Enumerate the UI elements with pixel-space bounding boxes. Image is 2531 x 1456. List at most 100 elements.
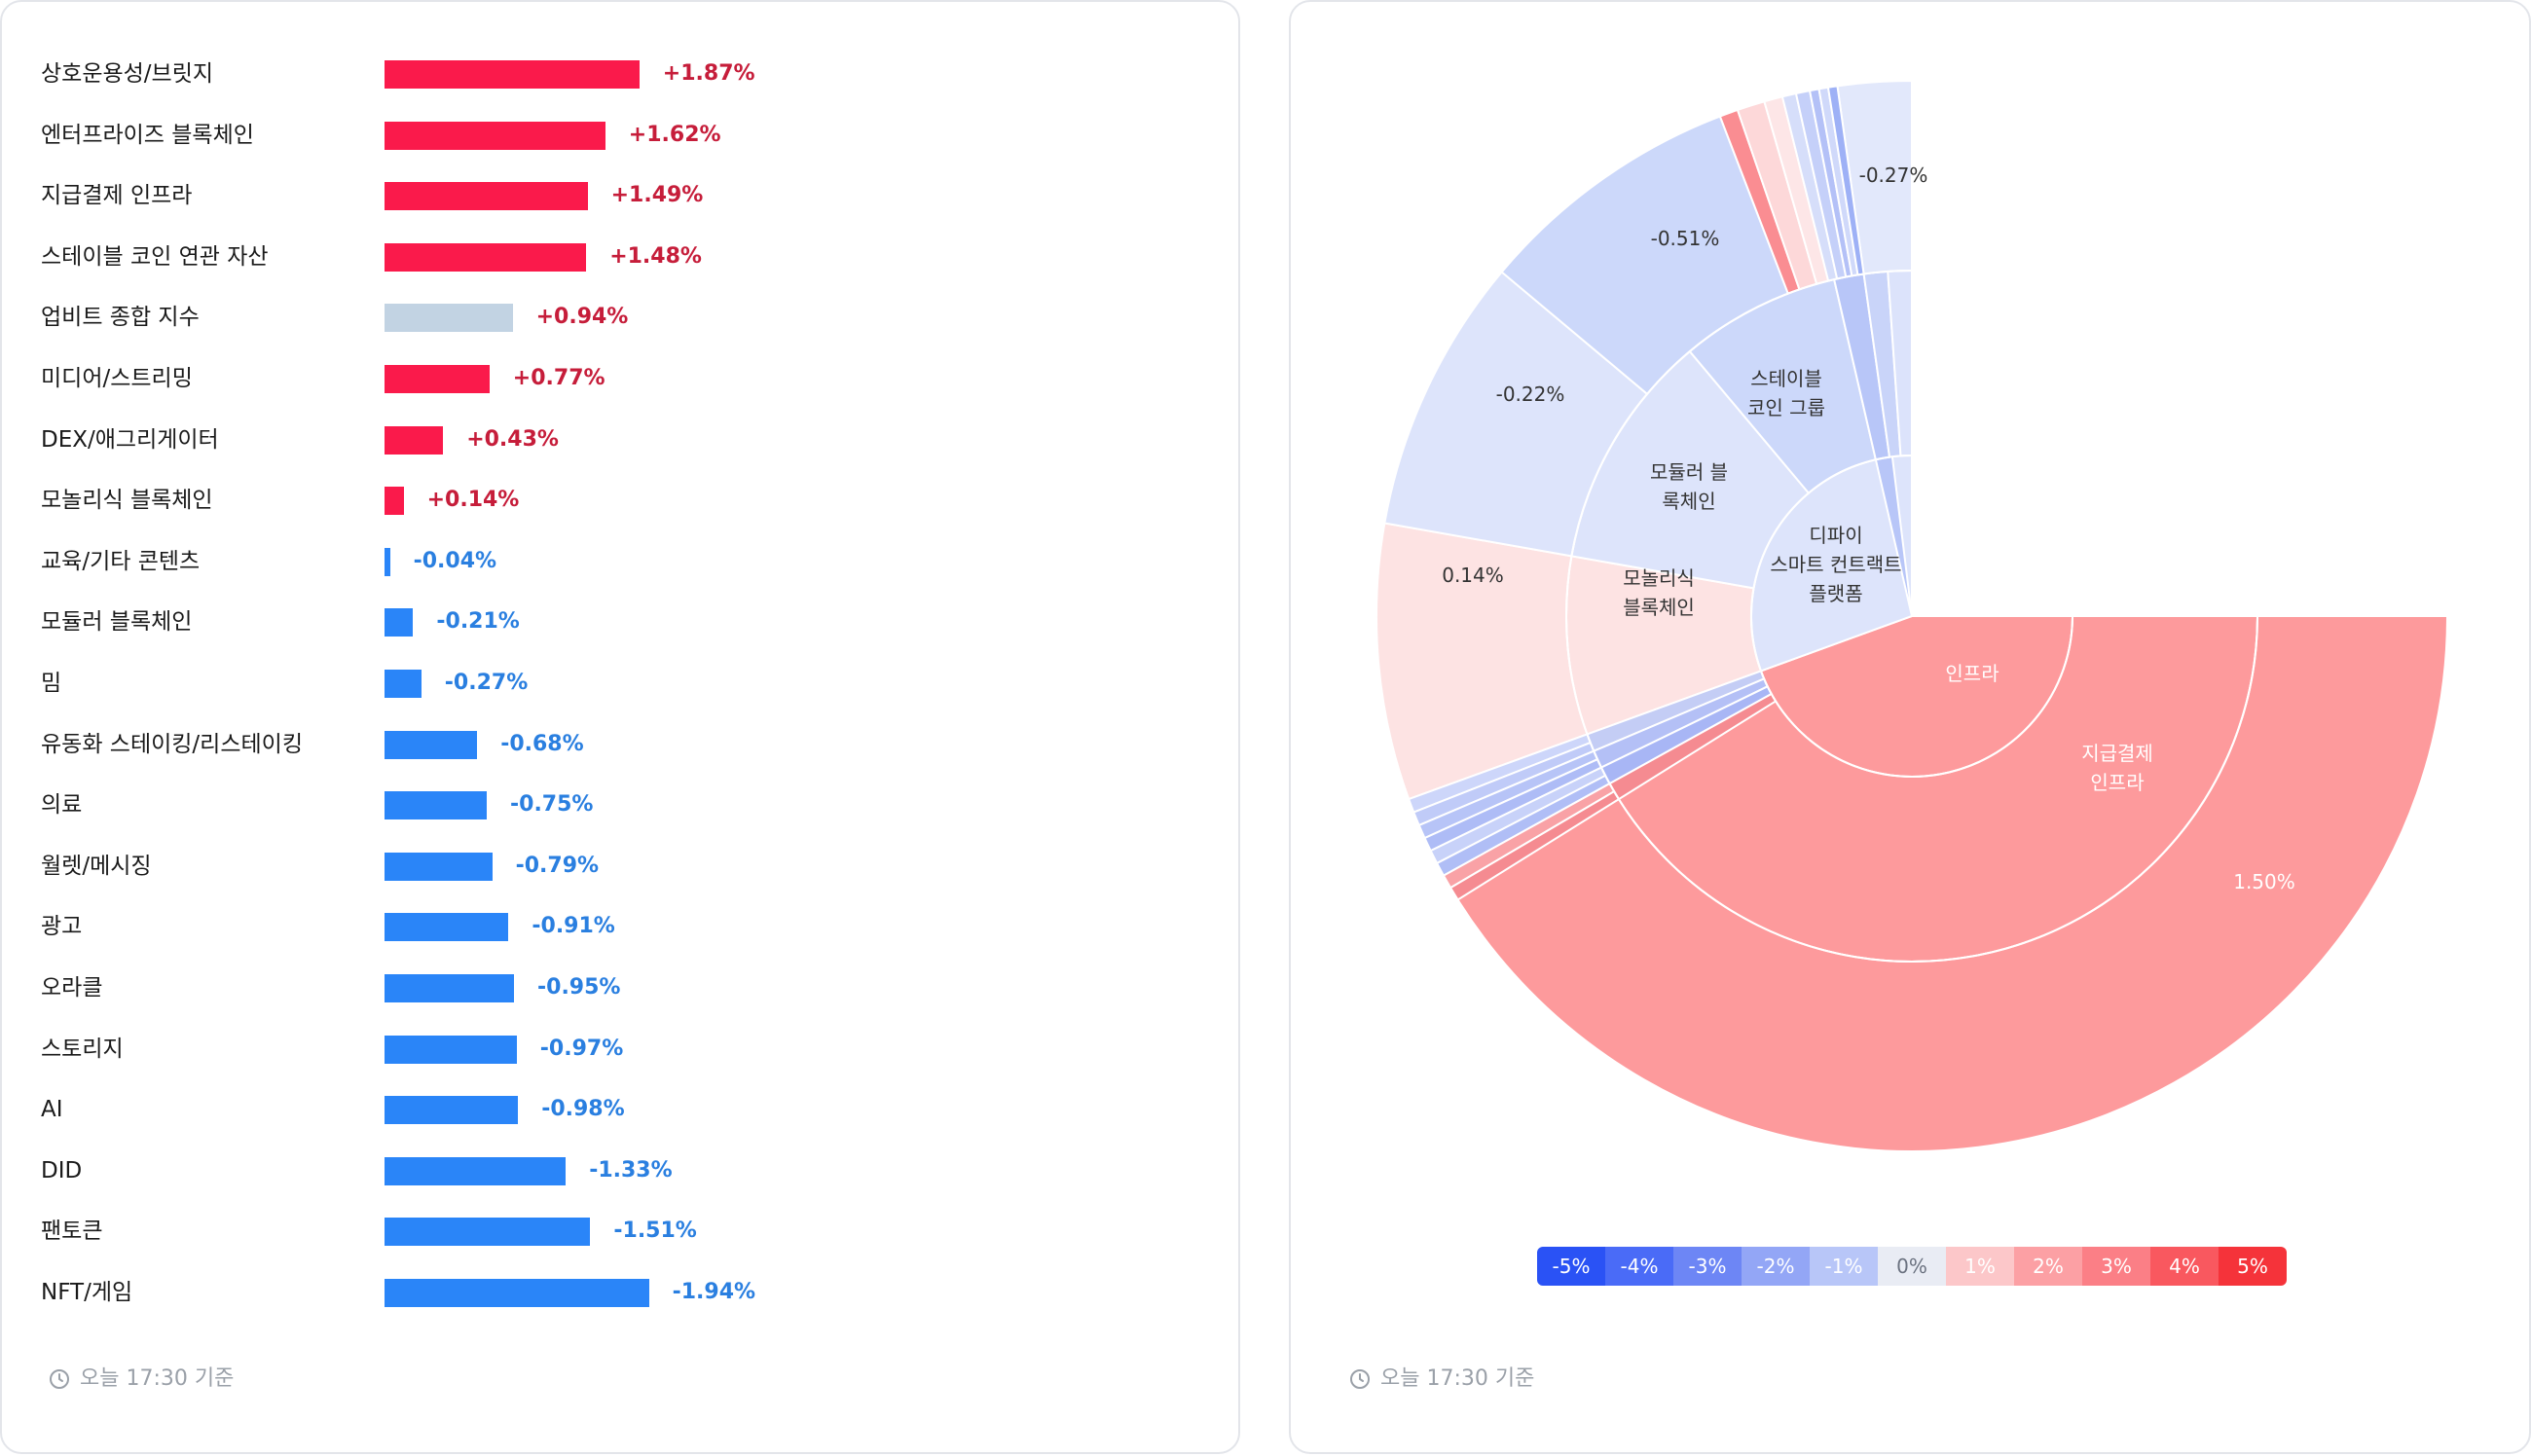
bar-row: 상호운용성/브릿지 +1.87% <box>2 55 1170 93</box>
bar-row: 밈 -0.27% <box>2 664 1170 703</box>
bar-label: 스테이블 코인 연관 자산 <box>41 243 269 270</box>
bar-label: 광고 <box>41 914 83 940</box>
bar-row: NFT/게임 -1.94% <box>2 1273 1170 1312</box>
bar-label: 지급결제 인프라 <box>41 183 193 209</box>
bar-row: 지급결제 인프라 +1.49% <box>2 176 1170 215</box>
bar-value-label: -0.21% <box>436 609 520 635</box>
bar-value-label: -1.33% <box>589 1157 673 1183</box>
bar-row: 오라클 -0.95% <box>2 968 1170 1007</box>
bar-label: AI <box>41 1097 63 1123</box>
bar-row: DEX/애그리게이터 +0.43% <box>2 420 1170 459</box>
bar-label: NFT/게임 <box>41 1280 133 1305</box>
bar-value-label: +0.94% <box>535 305 629 330</box>
bar-value-label: +0.43% <box>466 426 559 452</box>
ring-divider <box>1565 270 2258 963</box>
bar <box>385 1096 519 1125</box>
bar-label: 모듈러 블록체인 <box>41 609 193 636</box>
bar-label: 유동화 스테이킹/리스테이킹 <box>41 731 303 757</box>
bar-value-label: +1.87% <box>662 61 755 86</box>
bar-value-label: -0.97% <box>539 1036 624 1061</box>
bar <box>385 304 513 333</box>
bar-value-label: -0.91% <box>532 914 615 939</box>
bar <box>385 182 588 211</box>
bar <box>385 974 514 1002</box>
legend-cell: -2% <box>1742 1247 1810 1286</box>
category-bar-panel: 상호운용성/브릿지 +1.87% 엔터프라이즈 블록체인 +1.62% 지급결제 인프라… <box>0 0 1240 1454</box>
bar-label: 교육/기타 콘텐츠 <box>41 548 201 574</box>
bar-label: 의료 <box>41 792 83 819</box>
bar-value-label: +1.62% <box>628 122 721 147</box>
bar <box>385 670 422 698</box>
ring-divider <box>1750 455 2073 778</box>
legend-cell: -3% <box>1673 1247 1742 1286</box>
legend-cell: -5% <box>1537 1247 1605 1286</box>
sunburst-inner-label: 디파이 스마트 컨트랙트 플랫폼 <box>1770 524 1901 605</box>
bar-row: 모듈러 블록체인 -0.21% <box>2 602 1170 641</box>
bar <box>385 791 487 820</box>
bar-label: 업비트 종합 지수 <box>41 305 200 331</box>
sunburst-middle-label: 지급결제 인프라 <box>2081 742 2153 794</box>
bar <box>385 425 444 455</box>
bar-value-label: +0.77% <box>512 366 605 390</box>
bar-label: 월렛/메시징 <box>41 853 152 879</box>
bar <box>385 487 404 516</box>
sunburst-inner-label: 인프라 <box>1945 662 1999 685</box>
bar-label: 모놀리식 블록체인 <box>41 488 213 514</box>
bar-label: 오라클 <box>41 975 103 1001</box>
bar-row: 미디어/스트리밍 +0.77% <box>2 359 1170 398</box>
bar-row: 유동화 스테이킹/리스테이킹 -0.68% <box>2 725 1170 764</box>
bar-value-label: +0.14% <box>426 488 520 513</box>
bar-label: 상호운용성/브릿지 <box>41 61 214 87</box>
bar-row: 엔터프라이즈 블록체인 +1.62% <box>2 116 1170 155</box>
legend-cell: 1% <box>1946 1247 2014 1286</box>
clock-icon <box>1350 1369 1370 1389</box>
bar-value-label: +1.48% <box>609 243 702 269</box>
sunburst-middle-label: 스테이블 코인 그룹 <box>1747 367 1825 419</box>
bar-label: DID <box>41 1157 83 1183</box>
sunburst-outer-label: -0.51% <box>1651 227 1720 250</box>
bar-label: DEX/애그리게이터 <box>41 426 219 453</box>
bar <box>385 1279 649 1307</box>
bar-value-label: +1.49% <box>610 183 704 208</box>
bar-row: 팬토큰 -1.51% <box>2 1212 1170 1251</box>
bar <box>385 547 390 576</box>
bar-row: AI -0.98% <box>2 1090 1170 1129</box>
legend-cell: -4% <box>1605 1247 1673 1286</box>
bar-value-label: -0.79% <box>515 853 600 878</box>
sunburst-outer-label: 1.50% <box>2233 870 2295 893</box>
legend-cell: 0% <box>1878 1247 1946 1286</box>
bar-label: 팬토큰 <box>41 1219 103 1245</box>
sunburst-middle-label: 모듈러 블 록체인 <box>1650 460 1728 513</box>
legend-cell: 2% <box>2014 1247 2082 1286</box>
bar-row: 스테이블 코인 연관 자산 +1.48% <box>2 237 1170 276</box>
bar <box>385 1035 517 1064</box>
legend-cell: -1% <box>1810 1247 1878 1286</box>
timestamp-text: 오늘 17:30 기준 <box>1380 1366 1535 1391</box>
bar-row: 월렛/메시징 -0.79% <box>2 847 1170 886</box>
bar-value-label: -1.94% <box>672 1280 756 1304</box>
sunburst-outer-label: 0.14% <box>1442 564 1504 587</box>
legend-cell: 4% <box>2150 1247 2219 1286</box>
bar <box>385 852 493 881</box>
bar <box>385 121 605 150</box>
bar <box>385 242 587 272</box>
bar-row: 광고 -0.91% <box>2 907 1170 946</box>
timestamp-text: 오늘 17:30 기준 <box>80 1366 235 1391</box>
sunburst-middle-label: 모놀리식 블록체인 <box>1623 566 1695 619</box>
bar-value-label: -0.27% <box>444 671 529 695</box>
bar-label: 스토리지 <box>41 1036 124 1062</box>
bar-label: 미디어/스트리밍 <box>41 366 193 391</box>
bar-value-label: -1.51% <box>613 1219 697 1244</box>
bar-row: 의료 -0.75% <box>2 785 1170 824</box>
bar-label: 엔터프라이즈 블록체인 <box>41 122 254 148</box>
color-legend: -5% -4% -3% -2% -1% 0% 1% 2% 3% 4% 5% <box>1537 1247 2287 1286</box>
clock-icon <box>50 1369 69 1389</box>
bar-value-label: -0.95% <box>537 975 621 1000</box>
legend-cell: 3% <box>2082 1247 2150 1286</box>
bar <box>385 1218 591 1247</box>
bar <box>385 60 640 89</box>
bar <box>385 913 509 942</box>
bar-row: 모놀리식 블록체인 +0.14% <box>2 481 1170 520</box>
